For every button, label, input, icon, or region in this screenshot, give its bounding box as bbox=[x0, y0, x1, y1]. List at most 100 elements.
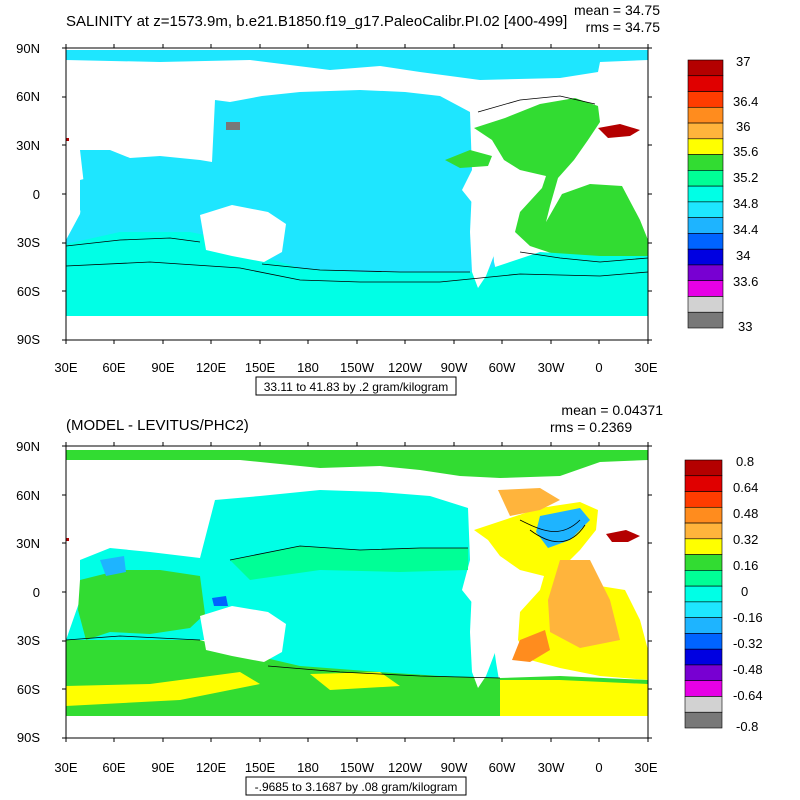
colorbar-swatch bbox=[684, 664, 723, 682]
colorbar-swatch bbox=[684, 585, 723, 603]
panel2-lat-axis: 90N 60N 30N 0 30S 60S 90S bbox=[16, 439, 40, 745]
panel2-range-note: -.9685 to 3.1687 by .08 gram/kilogram bbox=[255, 780, 458, 794]
panel1-lon-label: 90W bbox=[441, 360, 468, 375]
panel1-lon-label: 90E bbox=[151, 360, 174, 375]
panel2-colorbar-label: 0.16 bbox=[733, 558, 758, 573]
panel1-range-note: 33.11 to 41.83 by .2 gram/kilogram bbox=[264, 380, 449, 394]
panel1-map bbox=[66, 48, 648, 340]
panel2-colorbar bbox=[684, 459, 723, 729]
panel1-rms: rms = 34.75 bbox=[586, 19, 661, 35]
panel2-colorbar-label: -0.16 bbox=[733, 610, 763, 625]
colorbar-swatch bbox=[684, 648, 723, 666]
panel1-lon-label: 150E bbox=[245, 360, 276, 375]
colorbar-swatch bbox=[687, 217, 724, 234]
panel2-lon-label: 150W bbox=[340, 760, 375, 775]
colorbar-swatch bbox=[687, 248, 724, 266]
colorbar-swatch bbox=[687, 91, 724, 108]
panel1-colorbar bbox=[687, 59, 724, 329]
panel2-lon-label: 180 bbox=[297, 760, 319, 775]
panel1-range-box bbox=[255, 376, 457, 396]
panel1-mean: mean = 34.75 bbox=[574, 2, 660, 18]
panel2-lat-label: 30N bbox=[16, 536, 40, 551]
colorbar-swatch bbox=[687, 311, 724, 329]
panel-salinity: SALINITY at z=1573.9m, b.e21.B1850.f19_g… bbox=[16, 2, 758, 396]
panel2-lat-label: 90S bbox=[17, 730, 40, 745]
colorbar-swatch bbox=[687, 59, 724, 77]
panel2-colorbar-label: 0.8 bbox=[736, 454, 754, 469]
panel2-colorbar-label: -0.48 bbox=[733, 662, 763, 677]
panel1-colorbar-label: 34.4 bbox=[733, 222, 758, 237]
panel1-colorbar-label: 35.2 bbox=[733, 170, 758, 185]
panel1-lon-label: 30E bbox=[634, 360, 657, 375]
panel1-lon-label: 60W bbox=[489, 360, 516, 375]
colorbar-swatch bbox=[687, 201, 724, 218]
colorbar-swatch bbox=[687, 233, 724, 250]
colorbar-swatch bbox=[687, 154, 724, 171]
colorbar-swatch bbox=[687, 170, 724, 187]
panel2-lon-label: 90E bbox=[151, 760, 174, 775]
panel1-lon-label: 180 bbox=[297, 360, 319, 375]
panel2-lon-label: 30W bbox=[538, 760, 565, 775]
colorbar-swatch bbox=[684, 570, 723, 587]
panel2-colorbar-label: -0.32 bbox=[733, 636, 763, 651]
panel2-ticks bbox=[62, 442, 652, 742]
panel1-colorbar-label: 37 bbox=[736, 54, 750, 69]
panel1-lat-label: 30N bbox=[16, 138, 40, 153]
panel2-lon-label: 90W bbox=[441, 760, 468, 775]
colorbar-swatch bbox=[687, 185, 724, 203]
colorbar-swatch bbox=[687, 106, 724, 124]
panel1-lon-label: 120E bbox=[196, 360, 227, 375]
panel1-title: SALINITY at z=1573.9m, b.e21.B1850.f19_g… bbox=[66, 13, 567, 30]
panel2-range-box bbox=[245, 776, 467, 796]
colorbar-swatch bbox=[684, 538, 723, 555]
panel1-lon-label: 30E bbox=[54, 360, 77, 375]
panel1-lon-label: 150W bbox=[340, 360, 375, 375]
panel2-lon-label: 30E bbox=[54, 760, 77, 775]
colorbar-swatch bbox=[684, 459, 723, 477]
colorbar-swatch bbox=[687, 138, 724, 155]
panel2-lat-label: 60N bbox=[16, 488, 40, 503]
panel2-lon-label: 120W bbox=[388, 760, 423, 775]
colorbar-swatch bbox=[684, 554, 723, 571]
colorbar-swatch bbox=[684, 711, 723, 729]
panel2-rms: rms = 0.2369 bbox=[550, 419, 632, 435]
panel1-lon-axis: 30E 60E 90E 120E 150E 180 150W 120W 90W … bbox=[54, 360, 657, 375]
panel1-colorbar-label: 36 bbox=[736, 119, 750, 134]
panel2-lon-label: 0 bbox=[595, 760, 602, 775]
panel1-lat-label: 0 bbox=[33, 187, 40, 202]
colorbar-swatch bbox=[684, 522, 723, 540]
colorbar-swatch bbox=[687, 296, 724, 313]
panel2-colorbar-labels: 0.8 0.64 0.48 0.32 0.16 0 -0.16 -0.32 -0… bbox=[733, 454, 763, 734]
panel2-lat-label: 0 bbox=[33, 585, 40, 600]
panel1-colorbar-label: 34 bbox=[736, 248, 750, 263]
colorbar-swatch bbox=[684, 475, 723, 492]
colorbar-swatch bbox=[684, 633, 723, 650]
panel1-lon-label: 60E bbox=[102, 360, 125, 375]
panel1-colorbar-label: 36.4 bbox=[733, 94, 758, 109]
colorbar-swatch bbox=[684, 680, 723, 697]
panel-difference: (MODEL - LEVITUS/PHC2) mean = 0.04371 rm… bbox=[16, 402, 763, 796]
panel2-colorbar-label: 0.48 bbox=[733, 506, 758, 521]
panel2-lat-label: 60S bbox=[17, 682, 40, 697]
panel2-colorbar-label: -0.8 bbox=[736, 719, 758, 734]
panel1-colorbar-label: 35.6 bbox=[733, 144, 758, 159]
panel2-colorbar-label: 0.64 bbox=[733, 480, 758, 495]
panel1-lat-label: 60S bbox=[17, 284, 40, 299]
panel1-lat-label: 60N bbox=[16, 89, 40, 104]
colorbar-swatch bbox=[684, 601, 723, 618]
panel1-lat-label: 90S bbox=[17, 332, 40, 347]
panel1-lat-label: 30S bbox=[17, 235, 40, 250]
colorbar-swatch bbox=[684, 617, 723, 634]
panel2-mean: mean = 0.04371 bbox=[561, 402, 663, 418]
panel2-colorbar-label: 0 bbox=[741, 584, 748, 599]
panel2-lon-label: 30E bbox=[634, 760, 657, 775]
panel1-colorbar-label: 33.6 bbox=[733, 274, 758, 289]
panel1-colorbar-label: 34.8 bbox=[733, 196, 758, 211]
panel2-lon-label: 150E bbox=[245, 760, 276, 775]
colorbar-swatch bbox=[687, 75, 724, 92]
colorbar-swatch bbox=[687, 122, 724, 140]
panel2-map bbox=[66, 446, 648, 738]
colorbar-swatch bbox=[684, 491, 723, 508]
panel2-lon-axis: 30E 60E 90E 120E 150E 180 150W 120W 90W … bbox=[54, 760, 657, 775]
